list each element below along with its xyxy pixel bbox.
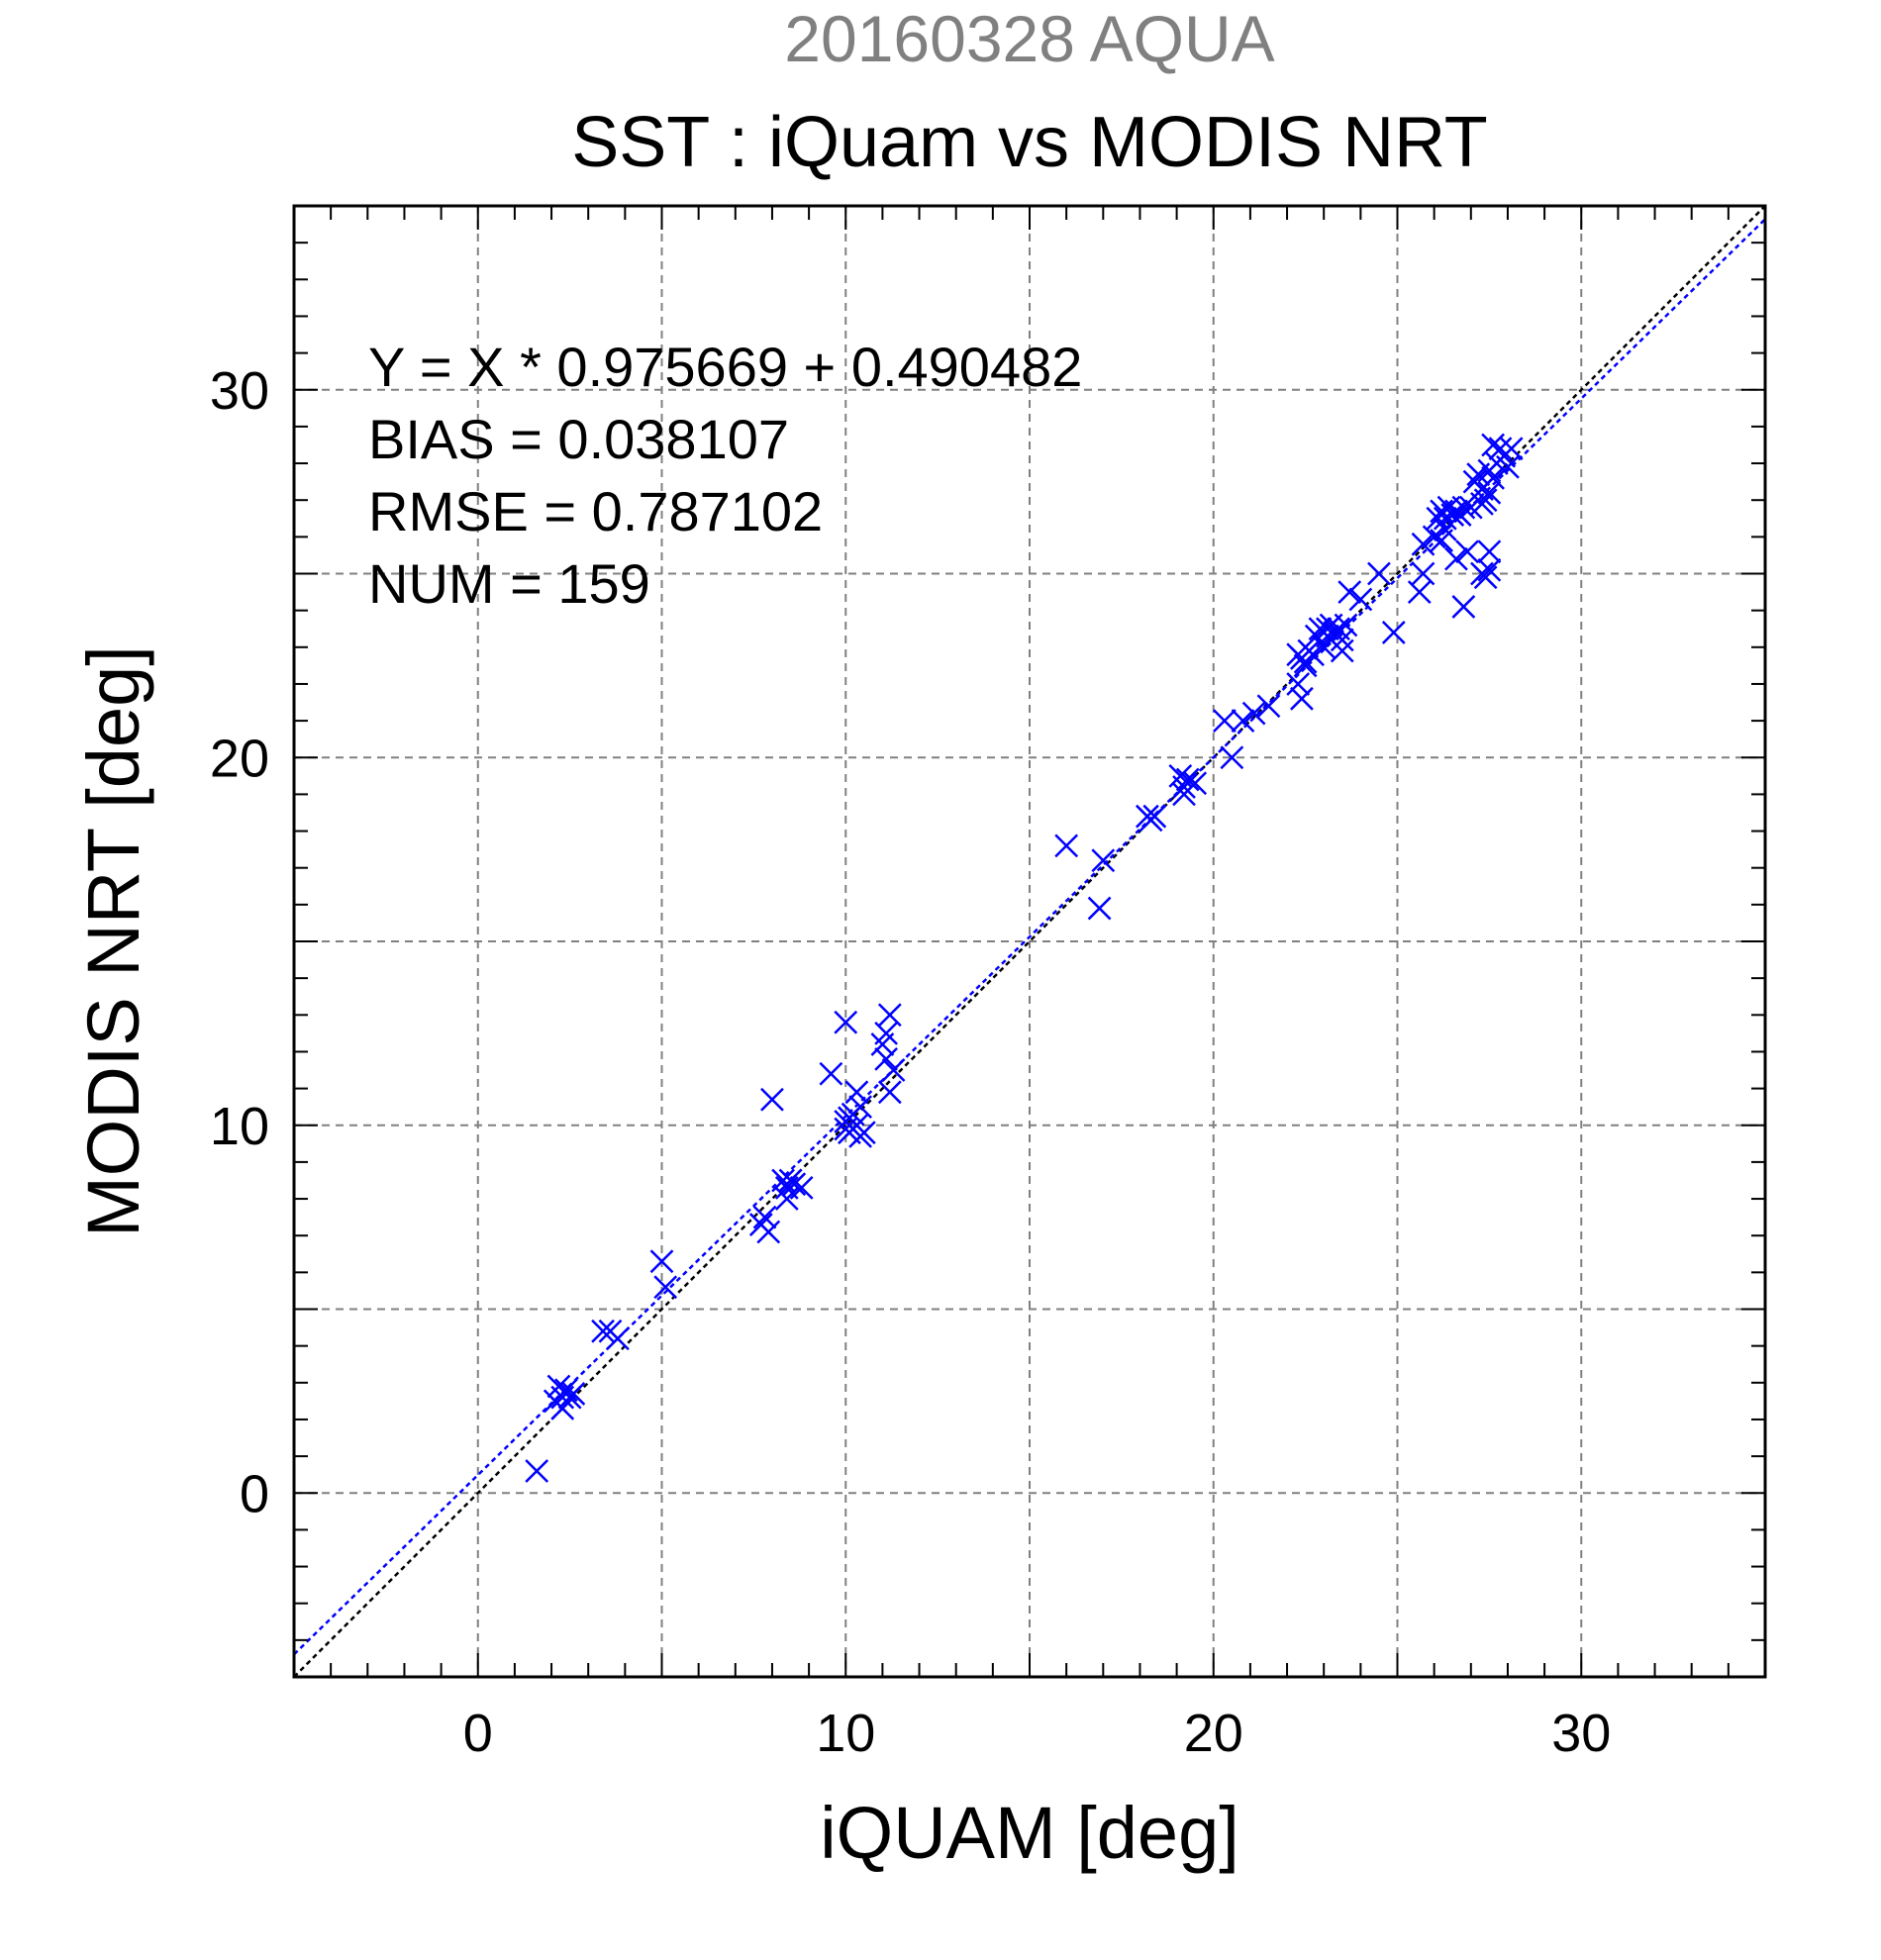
y-tick-label: 20 — [210, 729, 269, 788]
data-point — [1330, 628, 1354, 652]
data-point — [1477, 557, 1502, 582]
data-point — [881, 1058, 906, 1082]
data-point — [525, 1459, 549, 1483]
data-point — [1183, 771, 1208, 796]
data-point — [1499, 437, 1524, 461]
y-tick-label: 10 — [210, 1097, 269, 1156]
chart-supertitle: 20160328 AQUA — [784, 2, 1274, 75]
data-point — [1381, 621, 1406, 644]
regression-equation: Y = X * 0.975669 + 0.490482 — [368, 336, 1082, 398]
data-point — [1477, 480, 1502, 505]
data-point — [844, 1080, 869, 1105]
chart-title: SST : iQuam vs MODIS NRT — [571, 103, 1488, 182]
data-point — [1451, 595, 1476, 619]
data-point — [1488, 437, 1513, 461]
data-point — [1444, 546, 1468, 571]
data-point — [834, 1010, 858, 1034]
data-point — [606, 1326, 630, 1351]
data-point — [1241, 701, 1266, 726]
data-point — [1458, 495, 1483, 520]
data-point — [1496, 454, 1520, 479]
data-point — [1220, 745, 1244, 770]
data-point — [756, 1220, 781, 1244]
tick-labels: 0 10 20 30 0 10 20 30 — [210, 361, 1611, 1763]
data-point — [550, 1396, 575, 1421]
data-point — [838, 1106, 861, 1130]
data-point — [1367, 561, 1391, 586]
data-point — [1481, 466, 1505, 490]
data-point — [1142, 804, 1167, 829]
x-tick-label: 10 — [816, 1704, 875, 1763]
data-point — [1231, 709, 1255, 733]
data-point — [1290, 686, 1314, 711]
data-point — [1455, 539, 1479, 564]
data-point — [760, 1087, 784, 1112]
axis-ticks — [293, 205, 1766, 1678]
plot-area-frame — [292, 204, 1767, 1679]
data-point — [877, 1003, 902, 1028]
data-point — [1337, 580, 1362, 604]
data-point — [874, 1046, 898, 1071]
data-point — [1433, 518, 1457, 541]
x-tick-label: 30 — [1551, 1704, 1611, 1763]
y-tick-label: 0 — [240, 1464, 269, 1523]
data-point — [1054, 833, 1079, 858]
data-point — [1422, 525, 1446, 549]
x-tick-label: 20 — [1184, 1704, 1243, 1763]
data-point — [554, 1378, 578, 1403]
data-points — [525, 433, 1524, 1483]
x-tick-label: 0 — [463, 1704, 493, 1763]
data-point — [819, 1061, 843, 1086]
y-tick-label: 30 — [210, 361, 269, 421]
data-point — [1213, 709, 1237, 733]
data-point — [1477, 539, 1502, 564]
y-axis-label: MODIS NRT [deg] — [72, 645, 154, 1237]
data-point — [782, 1172, 807, 1197]
data-point — [591, 1319, 615, 1343]
x-axis-label: iQUAM [deg] — [820, 1792, 1239, 1874]
data-point — [1290, 646, 1314, 670]
data-point — [874, 1021, 898, 1045]
data-point — [789, 1176, 814, 1200]
bias-value: BIAS = 0.038107 — [368, 408, 789, 470]
data-point — [1473, 565, 1498, 590]
grid-lines — [294, 206, 1765, 1677]
data-point — [1407, 580, 1432, 604]
data-point — [1256, 694, 1281, 719]
data-point — [649, 1249, 674, 1274]
data-point — [1481, 433, 1505, 457]
data-point — [1411, 532, 1436, 556]
data-point — [1348, 587, 1373, 612]
data-point — [1091, 848, 1116, 873]
data-point — [1293, 653, 1318, 678]
num-value: NUM = 159 — [368, 552, 650, 615]
data-point — [653, 1275, 678, 1300]
data-point — [877, 1080, 902, 1105]
data-point — [1316, 624, 1339, 648]
data-point — [1411, 561, 1436, 586]
data-point — [1175, 767, 1200, 792]
data-point — [752, 1205, 777, 1229]
data-point — [1304, 624, 1329, 648]
data-point — [774, 1187, 799, 1211]
data-point — [1334, 613, 1358, 637]
data-point — [1286, 672, 1311, 696]
rmse-value: RMSE = 0.787102 — [368, 480, 823, 542]
stats-block: Y = X * 0.975669 + 0.490482 BIAS = 0.038… — [368, 336, 1082, 615]
data-point — [1451, 495, 1476, 520]
data-point — [561, 1382, 586, 1406]
data-point — [1087, 896, 1112, 921]
